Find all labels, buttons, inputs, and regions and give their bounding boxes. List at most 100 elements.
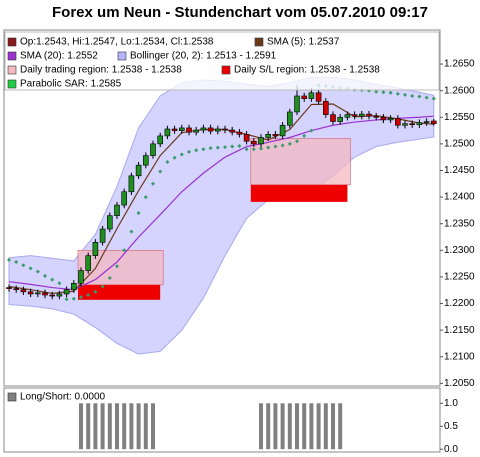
candle-body [373, 115, 380, 118]
sar-dot [165, 159, 170, 164]
legend-label: SMA (20): 1.2552 [20, 51, 98, 62]
sar-dot [280, 143, 285, 148]
sar-dot [14, 260, 19, 265]
y-tick-label: 1.2250 [444, 272, 475, 283]
trading-region [250, 138, 351, 186]
sar-dot [64, 297, 69, 302]
main-plot: 1.2050 1.2100 1.2150 1.2200 1.2250 1.2300 1.23… [4, 31, 475, 389]
sar-dot [251, 147, 256, 152]
y-tick-label: 0.5 [444, 421, 458, 432]
indicator-bar [86, 403, 91, 450]
sar-dot [237, 144, 242, 149]
sar-dot [143, 195, 148, 200]
sar-dot [208, 146, 213, 151]
indicator-plot: Long/Short: 0.0000 0.0 0.5 1.0 [7, 392, 458, 455]
candle-body [308, 92, 315, 99]
candle-body [27, 291, 34, 295]
legend-label: SMA (5): 1.2537 [267, 37, 340, 48]
candle-body [135, 164, 142, 177]
sar-dot [115, 264, 119, 269]
sar-dot [244, 147, 249, 152]
indicator-bar [100, 403, 105, 450]
legend-label: Daily S/L region: 1.2538 - 1.2538 [234, 65, 380, 76]
candle-body [380, 116, 387, 121]
indicator-bar [302, 403, 307, 450]
legend-swatch [221, 65, 231, 75]
candle-body [387, 118, 394, 121]
candle-body [164, 128, 171, 137]
indicator-bar [129, 403, 134, 450]
indicator-bar [273, 403, 278, 450]
indicator-bar [259, 403, 263, 450]
candle-body [107, 215, 113, 230]
indicator-bar [266, 403, 271, 450]
sar-dot [381, 90, 386, 95]
candle-body [358, 113, 365, 117]
legend-swatch [7, 37, 17, 47]
sar-dot [86, 293, 91, 298]
sar-dot [295, 139, 299, 144]
sar-dot [172, 155, 177, 160]
candle-body [351, 114, 358, 117]
legend-swatch [117, 51, 127, 61]
sar-dot [309, 128, 314, 133]
sar-dot [93, 289, 98, 294]
candle-body [34, 292, 41, 295]
sar-dot [194, 148, 199, 153]
y-tick-label: 1.2350 [444, 218, 475, 229]
candle-body [78, 270, 84, 284]
candle-body [423, 121, 430, 123]
indicator-bar [280, 403, 285, 450]
candle-body [430, 120, 437, 124]
candle-body [71, 282, 77, 290]
candle-body [186, 127, 192, 133]
legend-label: Bollinger (20, 2): 1.2513 - 1.2591 [130, 51, 277, 62]
indicator-bar [151, 403, 155, 450]
sar-dot [187, 149, 191, 154]
legend-swatch [7, 51, 17, 61]
sar-dot [21, 263, 26, 268]
candle-body [402, 123, 408, 126]
candle-body [258, 137, 264, 145]
candle-body [121, 191, 127, 206]
sar-dot [302, 133, 307, 138]
y-tick-label: 1.2200 [444, 298, 475, 309]
candle-body [42, 292, 48, 296]
indicator-bar [309, 403, 314, 450]
indicator-bar [122, 403, 127, 450]
sar-dot [215, 145, 220, 150]
candle-body [243, 133, 250, 142]
indicator-bar [323, 403, 328, 450]
sar-dot [201, 147, 206, 152]
indicator-bar [338, 403, 343, 450]
y-tick-label: 1.2500 [444, 139, 475, 150]
candle-body [63, 289, 70, 295]
sar-dot [35, 269, 40, 274]
sar-dot [158, 169, 163, 174]
indicator-bar [115, 403, 119, 450]
indicator-bar [136, 403, 141, 450]
candle-body [294, 95, 300, 113]
candle-body [128, 175, 135, 193]
candle-body [193, 129, 199, 133]
y-tick-label: 1.2400 [444, 192, 475, 203]
candle-body [272, 133, 279, 137]
y-tick-label: 1.0 [444, 398, 458, 409]
sar-dot [287, 141, 292, 146]
sar-dot [179, 152, 184, 157]
candle-body [236, 131, 243, 135]
sar-dot [374, 89, 379, 94]
indicator-bar [331, 403, 335, 450]
sar-dot [431, 96, 436, 101]
y-tick-label: 1.2100 [444, 351, 475, 362]
sar-dot [410, 93, 415, 98]
candle-body [322, 101, 329, 115]
indicator-bar [287, 403, 292, 450]
indicator-bar [295, 403, 299, 450]
sar-dot [403, 92, 407, 97]
candle-body [265, 133, 272, 138]
sar-dot [71, 296, 76, 301]
y-tick-label: 1.2550 [444, 112, 475, 123]
y-tick-label: 1.2600 [444, 85, 475, 96]
sar-dot [230, 144, 235, 149]
